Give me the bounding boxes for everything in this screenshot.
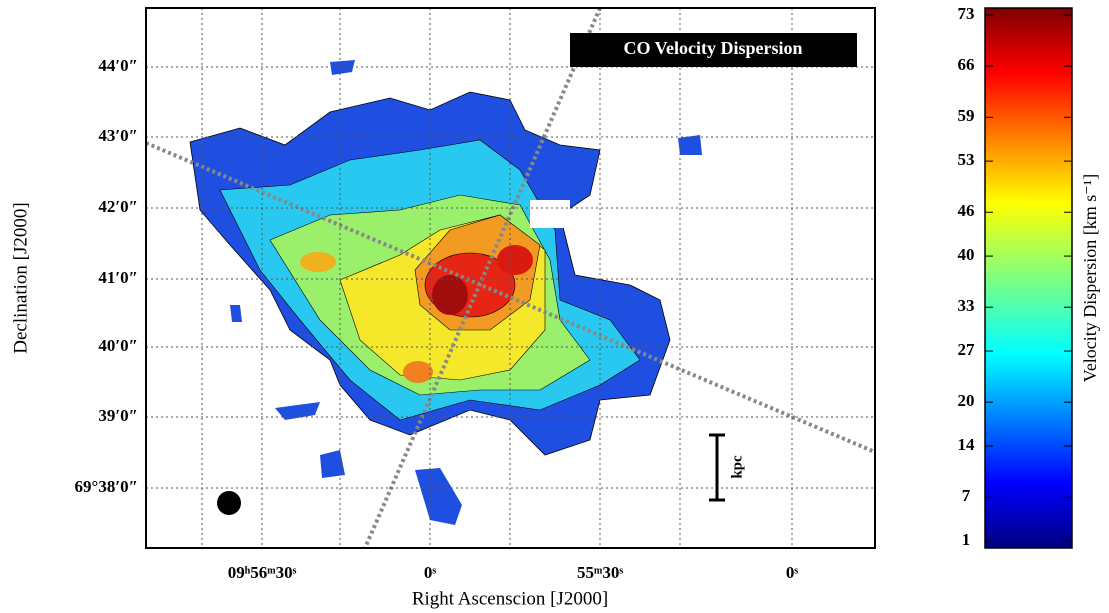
plot-frame bbox=[145, 7, 876, 549]
colorbar-tick-label: 7 bbox=[962, 486, 971, 505]
colorbar-tick-label: 40 bbox=[958, 245, 975, 264]
y-tick-label: 43′0″ bbox=[98, 126, 138, 145]
y-tick-label: 40′0″ bbox=[98, 336, 138, 355]
scale-bar-label: kpc bbox=[729, 455, 745, 479]
x-tick-label: 09ʰ56ᵐ30ˢ bbox=[228, 563, 297, 582]
axis-line bbox=[363, 8, 602, 548]
emission-red-2 bbox=[497, 245, 533, 275]
colorbar-tick-label: 46 bbox=[958, 201, 975, 220]
colorbar-tick-label: 27 bbox=[958, 340, 976, 359]
emission-peak bbox=[432, 275, 468, 315]
emission-orange-3 bbox=[300, 252, 336, 272]
emission-orange-2 bbox=[403, 361, 433, 383]
y-axis-label: Declination [J2000] bbox=[10, 202, 31, 353]
island bbox=[415, 468, 462, 525]
x-tick-label: 55ᵐ30ˢ bbox=[577, 563, 623, 582]
colorbar-tick-label: 66 bbox=[958, 55, 975, 74]
island bbox=[678, 135, 702, 155]
colorbar-tick-label: 33 bbox=[958, 296, 975, 315]
x-tick-label: 0ˢ bbox=[786, 563, 799, 582]
scale-bar bbox=[709, 433, 725, 502]
title-box bbox=[570, 33, 857, 67]
colorbar-tick-label: 73 bbox=[958, 4, 975, 23]
y-tick-label: 69°38′0″ bbox=[75, 477, 138, 496]
colorbar-tick-label: 53 bbox=[958, 150, 975, 169]
y-tick-label: 41′0″ bbox=[98, 268, 138, 287]
title: CO Velocity Dispersion bbox=[623, 38, 802, 58]
colorbar-tick-label: 59 bbox=[958, 106, 975, 125]
grid bbox=[146, 8, 875, 548]
colorbar-tick-label: 20 bbox=[958, 391, 975, 410]
colorbar-label: Velocity Dispersion [km s⁻¹] bbox=[1080, 174, 1100, 382]
y-tick-label: 39′0″ bbox=[98, 406, 138, 425]
y-tick-label: 44′0″ bbox=[98, 56, 138, 75]
x-axis-label: Right Ascenscion [J2000] bbox=[412, 588, 608, 609]
x-tick-label: 0ˢ bbox=[424, 563, 437, 582]
colorbar bbox=[984, 7, 1073, 549]
beam bbox=[217, 491, 241, 515]
island bbox=[275, 402, 320, 420]
hole bbox=[530, 200, 570, 228]
colorbar-tick-label: 14 bbox=[958, 435, 976, 454]
island bbox=[320, 450, 345, 478]
y-tick-label: 42′0″ bbox=[98, 197, 138, 216]
colorbar-tick-label: 1 bbox=[962, 530, 971, 549]
island bbox=[230, 305, 242, 322]
